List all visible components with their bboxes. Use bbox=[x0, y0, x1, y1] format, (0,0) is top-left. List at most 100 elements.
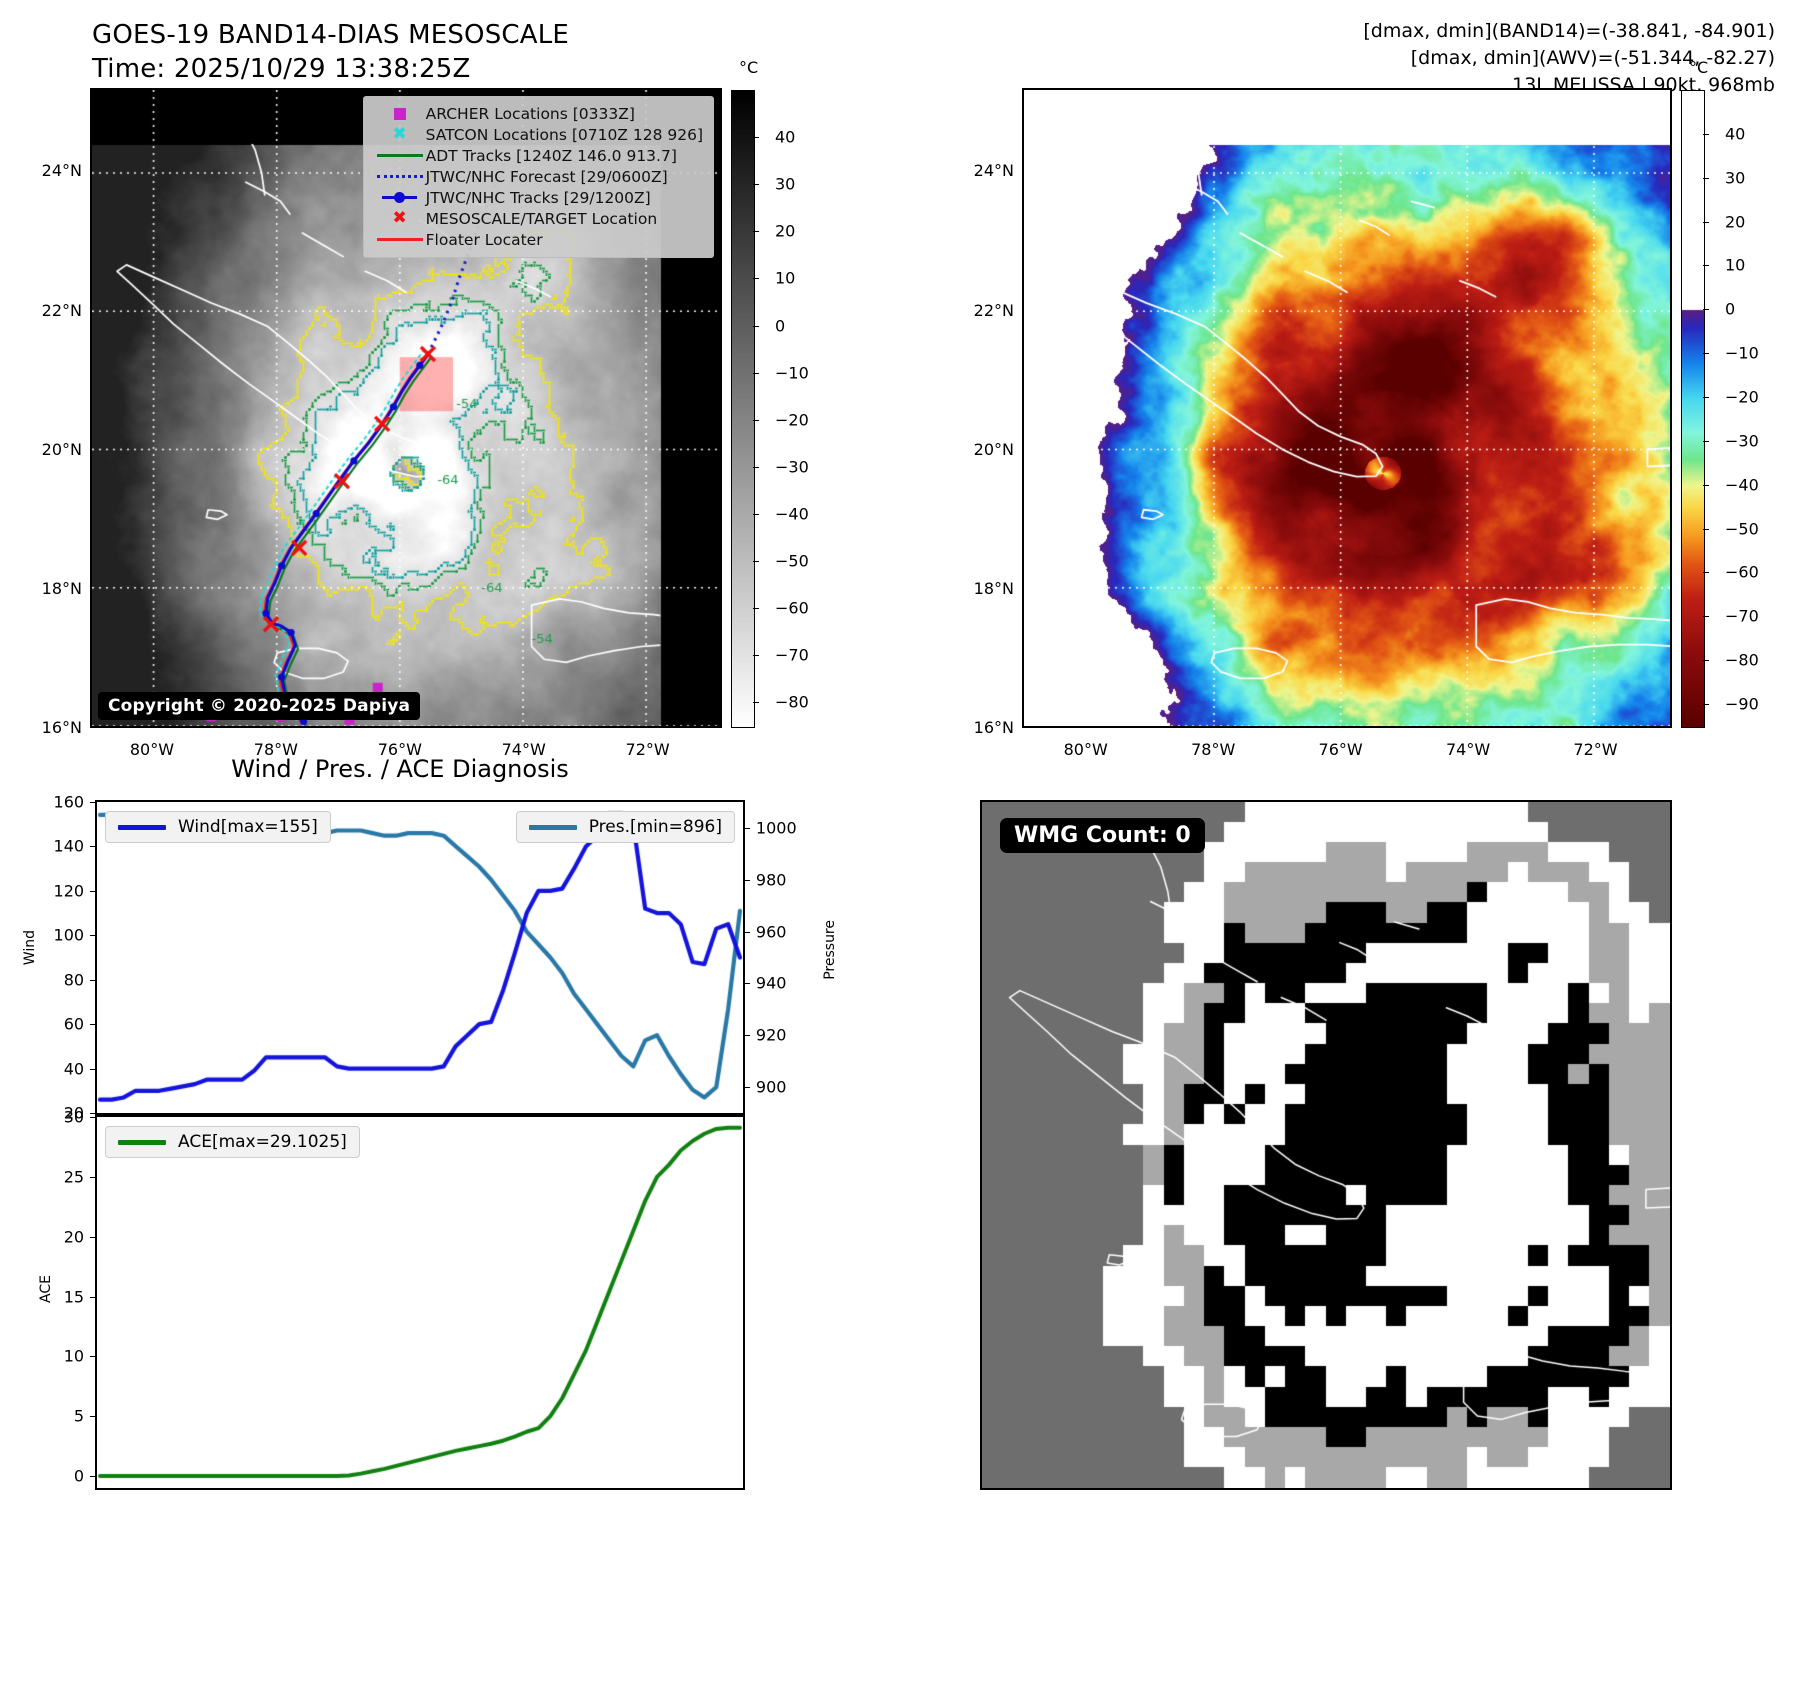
lat-tick-label: 16°N bbox=[41, 718, 82, 737]
wind-legend[interactable]: Wind[max=155] bbox=[105, 811, 331, 843]
title-line-2: Time: 2025/10/29 13:38:25Z bbox=[92, 54, 471, 84]
ace-legend-swatch bbox=[118, 1139, 166, 1145]
colorbar-tickmark bbox=[753, 466, 759, 468]
wind-pressure-plot bbox=[97, 802, 743, 1113]
y-tickmark bbox=[90, 1296, 97, 1298]
lat-tick-label: 24°N bbox=[973, 161, 1014, 181]
lat-tick-label: 16°N bbox=[973, 718, 1014, 737]
colorbar-tick-label: −70 bbox=[1725, 606, 1759, 626]
y-tickmark bbox=[90, 1024, 97, 1026]
colorbar-unit-label: °C bbox=[739, 58, 759, 77]
legend-item: ✖ MESOSCALE/TARGET Location bbox=[374, 208, 703, 229]
colorbar-tick-label: −50 bbox=[1725, 519, 1759, 539]
lon-tick-label: 74°W bbox=[1445, 740, 1491, 759]
colorbar-tickmark bbox=[753, 184, 759, 186]
page-title: GOES-19 BAND14-DIAS MESOSCALE Time: 2025… bbox=[92, 18, 792, 86]
colorbar-tickmark bbox=[1703, 484, 1709, 486]
wmg-cluster-image bbox=[982, 802, 1670, 1488]
colorbar-tickmark bbox=[1703, 133, 1709, 135]
wind-legend-label: Wind[max=155] bbox=[178, 817, 318, 837]
colorbar-tickmark bbox=[753, 655, 759, 657]
map-legend-box: ARCHER Locations [0333Z] ✖ SATCON Locati… bbox=[362, 96, 714, 258]
colorbar-ticks: 40 30 20 10 0 −10 −20 −30 −40 −50 −60 −70 −80 bbox=[753, 90, 821, 726]
ace-chart[interactable]: 0 5 10 15 20 25 30 ACE[max=29.1025] bbox=[64, 1108, 745, 1490]
colorbar-tick-label: 30 bbox=[775, 174, 796, 194]
lon-tick-label: 80°W bbox=[1063, 740, 1108, 759]
lat-tick-label: 22°N bbox=[973, 300, 1014, 320]
y-tick-label: 160 bbox=[53, 792, 85, 812]
colorbar-tick-label: 0 bbox=[1725, 299, 1736, 319]
y-tickmark bbox=[90, 1176, 97, 1178]
colorbar-gradient bbox=[731, 90, 755, 728]
colorbar-gradient bbox=[1681, 90, 1705, 728]
pressure-axis-title: Pressure bbox=[822, 920, 838, 980]
lat-tick-label: 24°N bbox=[41, 161, 82, 181]
green-line-icon bbox=[374, 154, 426, 157]
ace-legend-label: ACE[max=29.1025] bbox=[178, 1132, 347, 1152]
colorbar-tickmark bbox=[1703, 221, 1709, 223]
band14-ir-map-panel[interactable]: ARCHER Locations [0333Z] ✖ SATCON Locati… bbox=[90, 88, 722, 728]
colorbar-tick-label: 30 bbox=[1725, 168, 1746, 188]
blue-line-marker-icon bbox=[374, 192, 426, 203]
awv-color-map-panel[interactable] bbox=[1022, 88, 1672, 728]
legend-label: JTWC/NHC Tracks [29/1200Z] bbox=[425, 188, 651, 207]
y-tick-label: 15 bbox=[63, 1287, 85, 1307]
y-tickmark bbox=[90, 1416, 97, 1418]
legend-label: ADT Tracks [1240Z 146.0 913.7] bbox=[425, 146, 677, 165]
y-tick-label: 140 bbox=[53, 836, 85, 856]
lat-tick-label: 22°N bbox=[41, 300, 82, 320]
y2-tickmark bbox=[743, 879, 750, 881]
y-tickmark bbox=[90, 1476, 97, 1478]
y-tickmark bbox=[90, 846, 97, 848]
y2-tickmark bbox=[743, 1087, 750, 1089]
colorbar-tickmark bbox=[1703, 397, 1709, 399]
red-x-marker-icon: ✖ bbox=[392, 208, 407, 228]
colorbar-ticks: 40 30 20 10 0 −10 −20 −30 −40 −50 −60 −70 −80 −90 bbox=[1703, 90, 1781, 726]
lon-tick-label: 78°W bbox=[1191, 740, 1236, 759]
colorbar-tick-label: −50 bbox=[775, 551, 809, 571]
colorbar-tick-label: 20 bbox=[1725, 212, 1746, 232]
y-tickmark bbox=[90, 890, 97, 892]
colorbar-tickmark bbox=[753, 561, 759, 563]
red-line-icon bbox=[374, 238, 426, 241]
colorbar-tickmark bbox=[1703, 528, 1709, 530]
ace-legend[interactable]: ACE[max=29.1025] bbox=[105, 1126, 360, 1158]
colorbar-tick-label: −30 bbox=[775, 457, 809, 477]
colorbar-tick-label: 0 bbox=[775, 316, 786, 336]
colorbar-tick-label: −10 bbox=[775, 363, 809, 383]
y-tickmark bbox=[90, 1117, 97, 1118]
legend-item: ✖ SATCON Locations [0710Z 128 926] bbox=[374, 124, 704, 145]
pressure-legend[interactable]: Pres.[min=896] bbox=[515, 811, 735, 843]
lat-tick-label: 18°N bbox=[973, 578, 1014, 598]
y-tickmark bbox=[90, 1236, 97, 1238]
wmg-count-badge: WMG Count: 0 bbox=[1000, 818, 1205, 853]
legend-item: Floater Locater bbox=[374, 229, 703, 250]
wmg-count-panel[interactable]: WMG Count: 0 bbox=[980, 800, 1672, 1490]
y-tick-label: 80 bbox=[63, 970, 85, 990]
y2-tick-label: 920 bbox=[755, 1025, 787, 1045]
y-tickmark bbox=[90, 1356, 97, 1358]
y2-tickmark bbox=[743, 931, 750, 933]
colorbar-tick-label: −70 bbox=[775, 645, 809, 665]
colorbar-tick-label: −20 bbox=[1725, 387, 1759, 407]
colorbar-tickmark bbox=[753, 514, 759, 515]
y-tick-label: 10 bbox=[63, 1346, 85, 1366]
y-tick-label: 60 bbox=[63, 1014, 85, 1034]
y-tick-label: 0 bbox=[73, 1466, 85, 1486]
y-tick-label: 20 bbox=[63, 1227, 85, 1247]
colorbar-tick-label: −10 bbox=[1725, 343, 1759, 363]
colorbar-tickmark bbox=[1703, 265, 1709, 267]
y-tickmark bbox=[90, 1113, 97, 1114]
wind-pressure-chart[interactable]: 20 40 60 80 100 120 140 160 900 920 940 960 980 1000 … bbox=[54, 793, 797, 1123]
colorbar-tickmark bbox=[1703, 353, 1709, 355]
y-tickmark bbox=[90, 1068, 97, 1070]
legend-item: ADT Tracks [1240Z 146.0 913.7] bbox=[374, 145, 703, 166]
legend-item: JTWC/NHC Forecast [29/0600Z] bbox=[374, 166, 703, 187]
y-tickmark bbox=[90, 935, 97, 937]
y2-tickmark bbox=[743, 1035, 750, 1037]
colorbar-tick-label: 20 bbox=[775, 221, 796, 241]
y-tick-label: 100 bbox=[53, 925, 85, 945]
y2-tickmark bbox=[743, 983, 750, 985]
y-tick-label: 40 bbox=[63, 1059, 85, 1079]
colorbar-tickmark bbox=[1703, 309, 1709, 311]
